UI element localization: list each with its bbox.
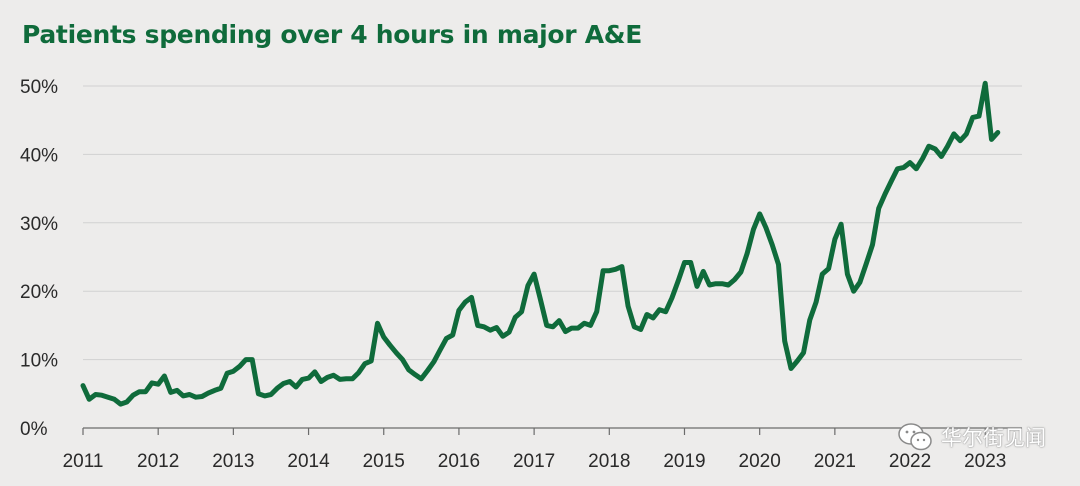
x-tick-label: 2013 (212, 451, 254, 472)
chart-title: Patients spending over 4 hours in major … (22, 20, 643, 49)
series-layer (80, 80, 1001, 407)
x-tick-label: 2021 (814, 451, 856, 472)
watermark: 华尔街见闻 (897, 422, 1046, 452)
x-tick-label: 2022 (889, 451, 931, 472)
y-tick-label: 50% (20, 77, 58, 98)
y-tick-label: 40% (20, 145, 58, 166)
series-line-0 (80, 80, 1001, 407)
x-tick-label: 2023 (964, 451, 1006, 472)
x-tick-label: 2012 (137, 451, 179, 472)
x-tick-label: 2020 (739, 451, 781, 472)
x-axis: 2011 2012 2013 2014 2015 2016 2017 2018 2019 2020… (63, 427, 1022, 472)
x-tick-label: 2014 (287, 451, 330, 472)
gridlines (83, 85, 1022, 361)
y-tick-label: 0% (20, 419, 48, 440)
x-tick-label: 2017 (513, 451, 555, 472)
y-tick-label: 10% (20, 351, 58, 372)
wechat-icon (898, 423, 932, 451)
x-tick-label: 2019 (663, 451, 705, 472)
y-axis: 0% 10% 20% 30% 40% 50% (20, 77, 58, 440)
x-tick-label: 2011 (63, 451, 104, 472)
x-tick-label: 2015 (363, 451, 405, 472)
x-tick-label: 2016 (438, 451, 480, 472)
x-tick-label: 2018 (588, 451, 630, 472)
watermark-text: 华尔街见闻 (941, 426, 1046, 450)
y-tick-label: 20% (20, 282, 58, 303)
y-tick-label: 30% (20, 214, 58, 235)
